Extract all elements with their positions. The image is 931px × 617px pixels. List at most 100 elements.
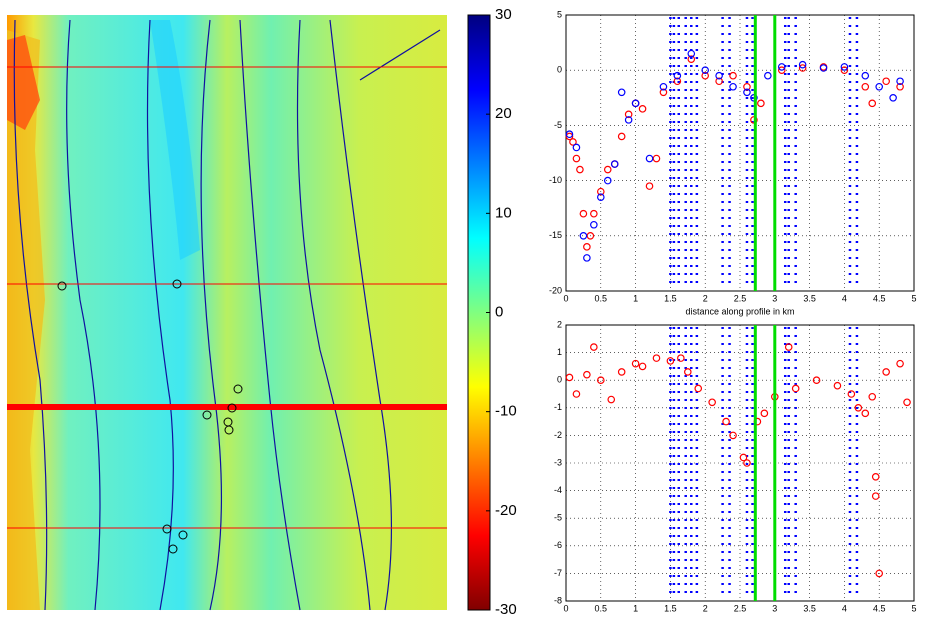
y-tick-label: -10 [549, 175, 562, 185]
y-tick-label: -8 [554, 595, 562, 605]
x-tick-label: 0 [563, 603, 568, 613]
x-tick-label: 0 [563, 293, 568, 303]
data-point [896, 359, 904, 368]
x-tick-label: 2.5 [734, 293, 747, 303]
data-point [673, 71, 682, 80]
data-point [812, 376, 821, 385]
map [7, 15, 447, 611]
y-tick-label: -5 [554, 120, 562, 130]
x-tick-label: 1 [633, 293, 638, 303]
y-tick-label: -5 [554, 513, 562, 523]
data-point [875, 569, 884, 578]
x-tick-label: 3.5 [803, 293, 816, 303]
data-point [743, 82, 751, 91]
data-point [757, 99, 765, 108]
data-point [871, 472, 880, 481]
y-tick-label: -3 [554, 457, 562, 467]
data-point [579, 209, 588, 218]
data-point [652, 354, 661, 362]
y-tick-label: -4 [554, 485, 562, 495]
data-point [590, 220, 598, 229]
data-point [631, 99, 640, 108]
x-tick-label: 3 [772, 293, 777, 303]
y-tick-label: -2 [554, 430, 562, 440]
y-tick-label: 2 [557, 319, 562, 329]
data-point [847, 390, 856, 398]
x-tick-label: 2 [703, 603, 708, 613]
y-tick-label: 0 [557, 375, 562, 385]
x-tick-label: 0.5 [595, 293, 608, 303]
data-point [861, 82, 870, 91]
data-point [638, 105, 647, 113]
x-tick-label: 2.5 [734, 603, 747, 613]
data-point [687, 49, 696, 58]
data-point [701, 66, 710, 75]
data-point [729, 431, 737, 440]
x-tick-label: 1.5 [664, 603, 677, 613]
colorbar-tick-label: -30 [495, 601, 517, 617]
data-point [882, 77, 890, 86]
data-point [777, 66, 786, 75]
data-point [791, 384, 800, 393]
data-point [638, 362, 647, 371]
data-point [610, 160, 619, 168]
data-point [645, 182, 654, 190]
data-point [743, 88, 751, 97]
data-point [854, 403, 863, 412]
data-point [565, 132, 574, 141]
data-point [576, 165, 584, 174]
x-tick-label: 0.5 [595, 603, 608, 613]
data-point [687, 55, 696, 63]
data-point [819, 64, 828, 72]
x-tick-label: 1 [633, 603, 638, 613]
data-point [666, 357, 675, 365]
data-point [572, 154, 581, 163]
data-point [743, 459, 751, 467]
data-point [683, 368, 692, 376]
y-tick-label: -6 [554, 540, 562, 550]
data-point [617, 132, 626, 141]
data-point [777, 63, 786, 71]
data-point [722, 417, 730, 426]
data-point [729, 82, 737, 91]
data-point [583, 243, 591, 251]
data-point [659, 88, 668, 97]
data-point [729, 71, 737, 80]
y-tick-label: 1 [557, 347, 562, 357]
data-point [889, 94, 897, 102]
data-point [590, 209, 598, 218]
y-tick-label: -1 [554, 402, 562, 412]
plot-area [565, 14, 915, 292]
x-tick-label: 4 [842, 603, 847, 613]
data-point [896, 82, 904, 91]
data-point [572, 143, 581, 152]
data-point [896, 77, 904, 86]
x-tick-label: 3.5 [803, 603, 816, 613]
data-point [603, 176, 612, 185]
data-point [617, 88, 626, 97]
data-point [833, 381, 842, 390]
colorbar-tick-label: 20 [495, 105, 512, 122]
y-tick-label: 0 [557, 65, 562, 75]
data-point [677, 354, 685, 362]
data-point [569, 138, 577, 146]
data-point [565, 130, 574, 139]
data-point [579, 232, 588, 240]
data-point [583, 370, 591, 379]
data-point [868, 99, 877, 108]
colorbar-tick-label: -10 [495, 403, 517, 420]
data-point [708, 398, 716, 407]
data-point [875, 82, 884, 91]
colorbar-tick-label: 30 [495, 6, 512, 23]
x-tick-label: 4 [842, 293, 847, 303]
data-point [645, 154, 654, 163]
data-point [624, 110, 633, 119]
x-tick-label: 1.5 [664, 293, 677, 303]
data-point [583, 254, 591, 262]
data-point [673, 77, 682, 86]
data-point [572, 390, 581, 398]
data-point [596, 193, 605, 201]
data-point [603, 165, 612, 174]
data-point [798, 60, 807, 69]
